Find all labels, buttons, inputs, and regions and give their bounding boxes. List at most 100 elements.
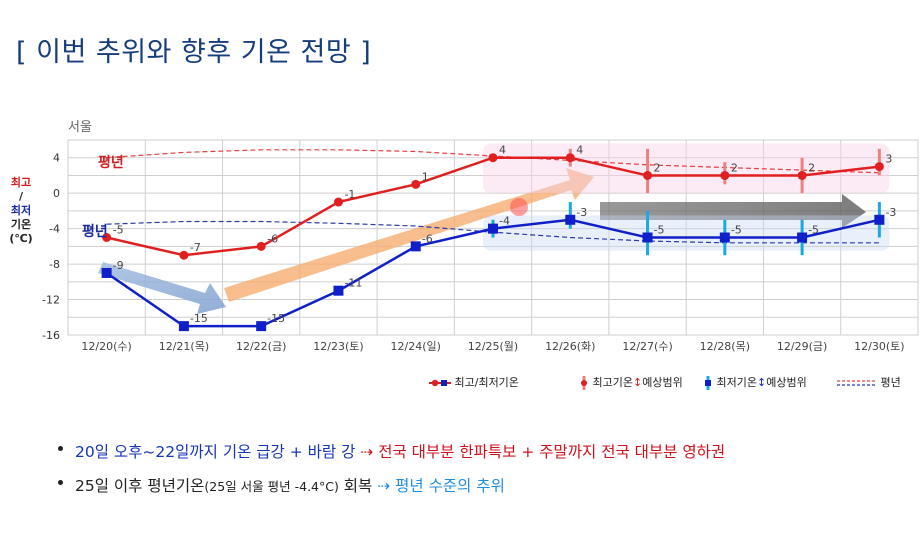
y-tick-label: -12 bbox=[42, 294, 60, 307]
legend-normal: 평년 bbox=[837, 374, 901, 390]
bullet-1-effect: 전국 대부분 한파특보 + 주말까지 전국 대부분 영하권 bbox=[378, 443, 726, 461]
min-data-label: -4 bbox=[499, 215, 510, 228]
y-tick-label: -16 bbox=[42, 329, 60, 342]
y-tick-label: 4 bbox=[53, 152, 60, 165]
min-data-label: -6 bbox=[422, 232, 433, 245]
max-forecast-band bbox=[483, 143, 890, 194]
max-data-label: 2 bbox=[654, 161, 661, 174]
max-point bbox=[102, 233, 112, 242]
min-data-label: -15 bbox=[190, 312, 208, 325]
bullet-1-cause: 20일 오후~22일까지 기온 급강 + 바람 강 bbox=[75, 443, 356, 461]
y-tick-label: -4 bbox=[49, 223, 60, 236]
temperature-chart: 서울 -5-7-6-114 42 2 23-9-15 -15-11-6-4-3-5 -5-… bbox=[42, 120, 919, 353]
bullet-dot bbox=[58, 480, 63, 485]
min-data-label: -5 bbox=[654, 224, 665, 237]
min-point bbox=[178, 321, 189, 332]
bullet-2-effect: 평년 수준의 추위 bbox=[395, 477, 505, 495]
x-tick-label: 12/24(일) bbox=[391, 339, 441, 353]
bullet-2-note: (25일 서울 평년 -4.4°C) bbox=[204, 479, 339, 494]
min-data-label: -3 bbox=[885, 206, 896, 219]
max-data-label: -6 bbox=[267, 232, 278, 245]
data-labels: -5-7-6-114 42 2 23-9-15 -15-11-6-4-3-5 -5 -5-3 bbox=[113, 144, 897, 325]
legend-min-range: 최저기온↕예상범위 bbox=[703, 374, 807, 391]
plot-frame bbox=[67, 139, 919, 336]
page-title: [ 이번 추위와 향후 기온 전망 ] bbox=[16, 37, 372, 68]
min-point bbox=[565, 214, 576, 225]
x-tick-label: 12/30(토) bbox=[854, 340, 904, 353]
legend-observed: 최고/최저기온 bbox=[429, 374, 519, 390]
normal-low-label: 평년 bbox=[82, 223, 108, 240]
max-point bbox=[643, 170, 653, 180]
max-data-label: -1 bbox=[344, 188, 355, 201]
bullet-2-cause: 25일 이후 평년기온 bbox=[75, 477, 205, 495]
y-label-max: 최고 bbox=[10, 176, 32, 189]
min-data-label: -9 bbox=[113, 259, 124, 272]
max-data-label: 2 bbox=[808, 161, 815, 174]
max-point bbox=[720, 170, 730, 180]
min-point bbox=[719, 232, 730, 243]
rising-trend-arrow bbox=[224, 168, 594, 302]
legend-max-range-marker bbox=[581, 376, 587, 390]
min-data-label: -3 bbox=[576, 206, 587, 219]
x-tick-label: 12/28(목) bbox=[700, 340, 750, 353]
normal-high-label: 평년 bbox=[98, 154, 124, 171]
legend-max-range: 최고기온↕예상범위 bbox=[579, 374, 683, 391]
min-point bbox=[488, 223, 498, 234]
min-point bbox=[256, 321, 267, 332]
min-point bbox=[333, 285, 344, 296]
legend-arrow-icon-2: ↕ bbox=[756, 376, 767, 389]
max-point bbox=[874, 162, 884, 172]
falling-trend-arrow bbox=[98, 262, 226, 314]
min-data-label: -15 bbox=[267, 312, 285, 325]
max-point bbox=[411, 179, 421, 189]
max-data-label: 3 bbox=[885, 153, 892, 166]
legend-min-range-marker bbox=[705, 376, 711, 390]
legend-max-range-text-a: 최고기온 bbox=[592, 376, 633, 389]
y-label-min: 최저 bbox=[10, 204, 32, 217]
max-data-label: 2 bbox=[731, 161, 738, 174]
bullet-2-cause-b: 회복 bbox=[338, 477, 373, 495]
x-tick-label: 12/20(수) bbox=[81, 340, 131, 353]
max-data-label: 1 bbox=[422, 170, 429, 183]
max-point bbox=[179, 250, 189, 260]
max-point bbox=[797, 170, 807, 180]
legend-min-range-text-b: 예상범위 bbox=[766, 376, 807, 389]
legend-arrow-icon: ↕ bbox=[632, 376, 643, 389]
min-point bbox=[874, 214, 885, 225]
legend-observed-text: 최고/최저기온 bbox=[454, 376, 519, 389]
max-data-label: 4 bbox=[576, 144, 583, 157]
min-point bbox=[410, 241, 421, 252]
chart-title: 서울 bbox=[68, 120, 92, 135]
min-data-label: -11 bbox=[344, 277, 362, 290]
bullet-2-arrow: ⇢ bbox=[372, 477, 396, 495]
legend-normal-marker bbox=[837, 380, 877, 386]
y-label-unit2: (℃) bbox=[9, 232, 33, 245]
x-tick-label: 12/21(목) bbox=[159, 340, 209, 353]
max-point bbox=[565, 153, 575, 163]
cursor-highlight bbox=[510, 198, 528, 216]
bullet-1-arrow: ⇢ bbox=[355, 443, 379, 461]
max-data-label: -7 bbox=[190, 241, 201, 254]
min-data-label: -5 bbox=[808, 224, 819, 237]
min-point bbox=[797, 232, 808, 243]
legend-observed-marker bbox=[429, 379, 451, 387]
max-point bbox=[333, 197, 343, 207]
min-forecast-band bbox=[483, 215, 890, 251]
x-tick-label: 12/22(금) bbox=[236, 340, 286, 353]
x-tick-label: 12/25(월) bbox=[468, 340, 518, 353]
legend-normal-text: 평년 bbox=[880, 376, 901, 389]
x-tick-label: 12/23(토) bbox=[313, 340, 363, 353]
x-tick-label: 12/26(화) bbox=[545, 340, 595, 353]
flat-trend-arrow bbox=[600, 194, 866, 228]
min-point bbox=[101, 267, 112, 278]
x-tick-label: 12/29(금) bbox=[777, 340, 827, 353]
max-data-label: 4 bbox=[499, 144, 506, 157]
legend-max-range-text-b: 예상범위 bbox=[642, 376, 683, 389]
y-tick-label: -8 bbox=[49, 258, 60, 271]
min-data-label: -5 bbox=[731, 224, 742, 237]
y-axis-label: 최고 / 최저 기온 (℃) bbox=[3, 176, 39, 246]
chart-legend: 최고/최저기온 최고기온↕예상범위 최저기온↕예상범위 평년 bbox=[425, 374, 920, 392]
x-tick-label: 12/27(수) bbox=[622, 340, 672, 353]
y-label-sep: / bbox=[18, 190, 24, 203]
